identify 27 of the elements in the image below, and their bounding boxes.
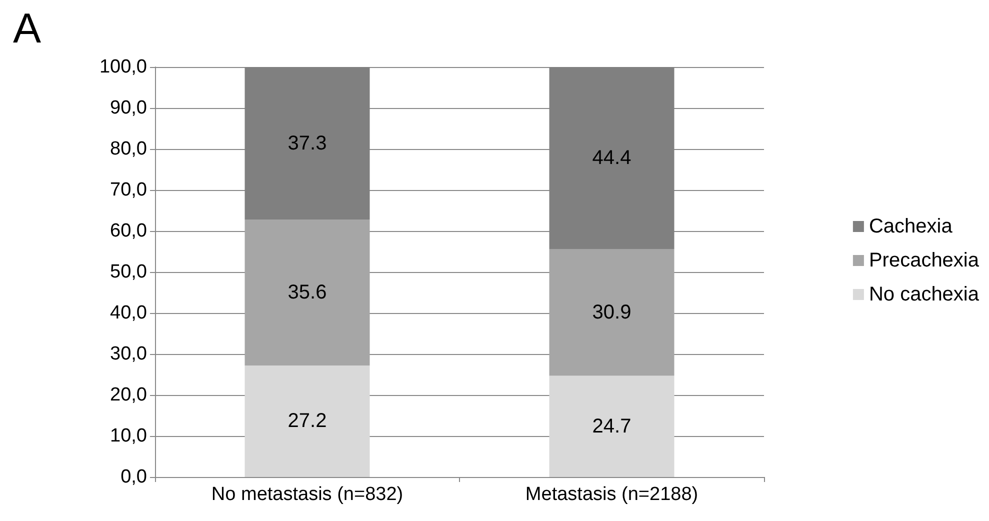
- y-tick-label: 10,0: [110, 426, 147, 446]
- y-tick-label: 90,0: [110, 98, 147, 118]
- data-label: 30.9: [592, 301, 632, 324]
- data-label: 24.7: [592, 415, 632, 438]
- y-tick-label: 80,0: [110, 138, 147, 160]
- y-tick-label: 100,0: [99, 56, 147, 78]
- y-tick-label: 20,0: [110, 384, 147, 406]
- chart-title: A: [13, 4, 42, 52]
- y-tick-label: 70,0: [110, 180, 147, 200]
- y-tick-label: 60,0: [110, 220, 147, 242]
- x-tick-label: No metastasis (n=832): [211, 484, 404, 505]
- y-tick-label: 30,0: [110, 344, 147, 364]
- bar: [549, 376, 674, 477]
- data-label: 37.3: [288, 132, 327, 154]
- legend-label: Precachexia: [868, 250, 980, 272]
- bar: [244, 220, 370, 366]
- bar: [549, 249, 674, 376]
- data-label: 44.4: [592, 147, 632, 170]
- y-tick-label: 50,0: [110, 262, 147, 282]
- legend-label: Cachexia: [868, 216, 954, 238]
- y-tick-label: 40,0: [110, 302, 147, 324]
- bar: [244, 365, 370, 477]
- data-label: 35.6: [288, 282, 327, 304]
- y-tick-label: 0,0: [120, 466, 147, 488]
- data-label: 27.2: [288, 410, 327, 432]
- legend-label: No cachexia: [868, 284, 980, 306]
- x-tick-label: Metastasis (n=2188): [525, 484, 698, 505]
